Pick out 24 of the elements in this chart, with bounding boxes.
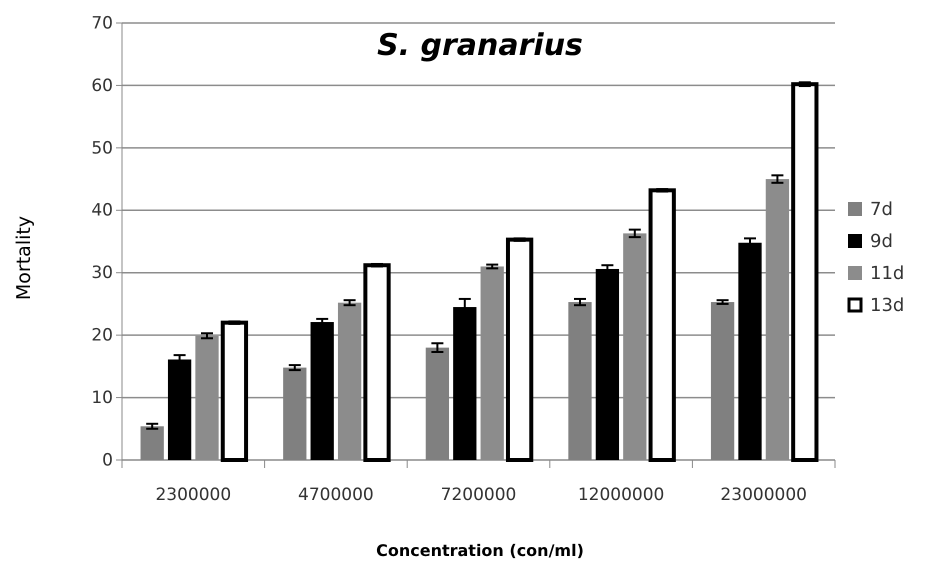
bar xyxy=(596,268,620,460)
legend-label: 7d xyxy=(870,199,893,220)
x-tick-label: 2300000 xyxy=(155,485,232,506)
y-tick-label: 0 xyxy=(102,450,113,470)
y-tick-label: 60 xyxy=(91,76,113,96)
y-tick-label: 20 xyxy=(91,326,113,346)
legend-label: 9d xyxy=(870,231,893,252)
x-tick-label: 12000000 xyxy=(578,485,664,506)
legend-label: 13d xyxy=(870,295,904,316)
y-tick-label: 70 xyxy=(91,13,113,34)
y-tick-label: 30 xyxy=(91,263,113,284)
x-tick-label: 4700000 xyxy=(298,485,374,506)
x-tick-label: 23000000 xyxy=(720,485,807,506)
legend-label: 11d xyxy=(870,263,904,284)
bar xyxy=(168,359,192,460)
y-axis-title: Mortality xyxy=(13,216,35,300)
y-tick-label: 50 xyxy=(91,138,113,158)
bar xyxy=(738,242,762,460)
y-tick-label: 10 xyxy=(91,388,113,408)
x-axis-title: Concentration (con/ml) xyxy=(376,541,584,560)
y-tick-label: 40 xyxy=(91,200,113,221)
bar xyxy=(310,322,334,460)
chart-title: S. granarius xyxy=(377,28,583,63)
x-tick-label: 7200000 xyxy=(440,485,516,506)
